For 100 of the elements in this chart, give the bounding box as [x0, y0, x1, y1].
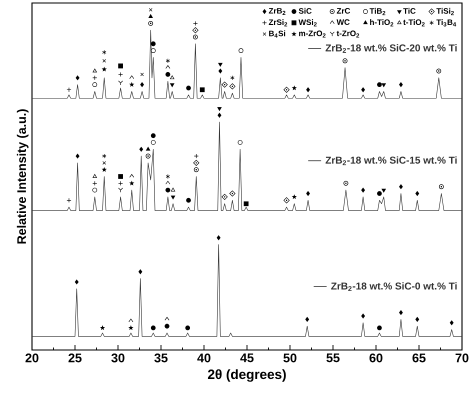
point [92, 174, 97, 178]
legend-label: ZrB$_{2}$-18 wt.% SiC-15 wt.% Ti [326, 156, 457, 166]
point [102, 59, 106, 63]
point [185, 325, 190, 330]
point [361, 188, 365, 192]
point [102, 50, 106, 55]
x-tick-label: 30 [111, 354, 124, 362]
point [146, 146, 150, 151]
point [382, 83, 386, 88]
point [361, 314, 365, 318]
x-tick-label: 70 [456, 354, 468, 362]
point [399, 184, 403, 190]
point [128, 318, 134, 322]
point [218, 112, 222, 118]
point [166, 174, 170, 179]
point [415, 191, 420, 196]
point [100, 325, 106, 330]
point [186, 198, 191, 203]
point [200, 87, 205, 92]
point [218, 62, 222, 67]
point [165, 65, 170, 69]
point [306, 191, 310, 196]
point [138, 269, 142, 274]
x-tick-label: 35 [154, 354, 168, 362]
point [399, 82, 403, 88]
point [170, 83, 174, 88]
x-tick-label: 65 [412, 354, 426, 362]
x-tick-label: 40 [197, 354, 210, 362]
point [238, 48, 244, 54]
x-tick-label: 60 [370, 354, 382, 362]
point [284, 197, 290, 204]
point [230, 75, 234, 80]
point [218, 68, 222, 74]
point [150, 140, 156, 145]
point [165, 188, 170, 192]
point [165, 72, 170, 77]
point [361, 87, 365, 92]
point [292, 85, 297, 90]
point [92, 82, 98, 88]
point [76, 154, 80, 158]
point [129, 82, 134, 87]
x-tick-label: 50 [283, 354, 296, 362]
point [222, 82, 228, 88]
point [164, 324, 170, 329]
point [377, 325, 382, 330]
point [118, 174, 123, 179]
point [150, 133, 156, 138]
x-tick-label: 25 [68, 354, 82, 362]
point [92, 188, 98, 192]
point [139, 146, 144, 152]
point [450, 320, 454, 326]
point [166, 58, 170, 64]
point [140, 82, 144, 88]
point [129, 174, 134, 178]
point [305, 316, 310, 322]
point [128, 325, 134, 330]
point [382, 188, 386, 192]
y-axis-title: Relative Intensity (a.u.) [16, 109, 28, 244]
point [306, 87, 310, 92]
point [150, 48, 156, 54]
x-tick-label: 20 [26, 354, 38, 362]
point [217, 107, 222, 111]
point [284, 86, 290, 93]
point [129, 180, 134, 186]
point [229, 83, 236, 90]
point [238, 140, 243, 145]
point [186, 86, 191, 90]
point [170, 196, 176, 200]
point [102, 166, 107, 172]
x-tick-label: 55 [326, 354, 340, 362]
point [150, 41, 156, 46]
point [377, 82, 382, 88]
x-axis-title: 2θ (degrees) [208, 369, 286, 382]
point [102, 66, 107, 72]
point [216, 235, 220, 240]
point [222, 194, 228, 200]
point [292, 194, 297, 200]
x-tick-label: 45 [240, 354, 254, 362]
point [76, 75, 80, 80]
legend-label: ZrB$_{2}$-18 wt.% SiC-20 wt.% Ti [326, 44, 457, 53]
point [129, 75, 134, 79]
point [92, 68, 97, 72]
point [74, 280, 79, 284]
point [102, 154, 106, 158]
point [118, 64, 123, 68]
point [102, 161, 106, 165]
legend-label: ZrB$_{2}$-18 wt.% SiC-0 wt.% Ti [331, 282, 457, 291]
point [165, 180, 170, 184]
point [415, 316, 420, 322]
point [150, 325, 156, 330]
point [377, 191, 382, 196]
point [170, 75, 174, 80]
point [170, 188, 176, 192]
point [229, 190, 236, 197]
point [399, 310, 403, 315]
point [148, 14, 153, 18]
point [244, 201, 249, 206]
point [118, 72, 123, 77]
point [66, 198, 72, 203]
point [164, 316, 170, 321]
